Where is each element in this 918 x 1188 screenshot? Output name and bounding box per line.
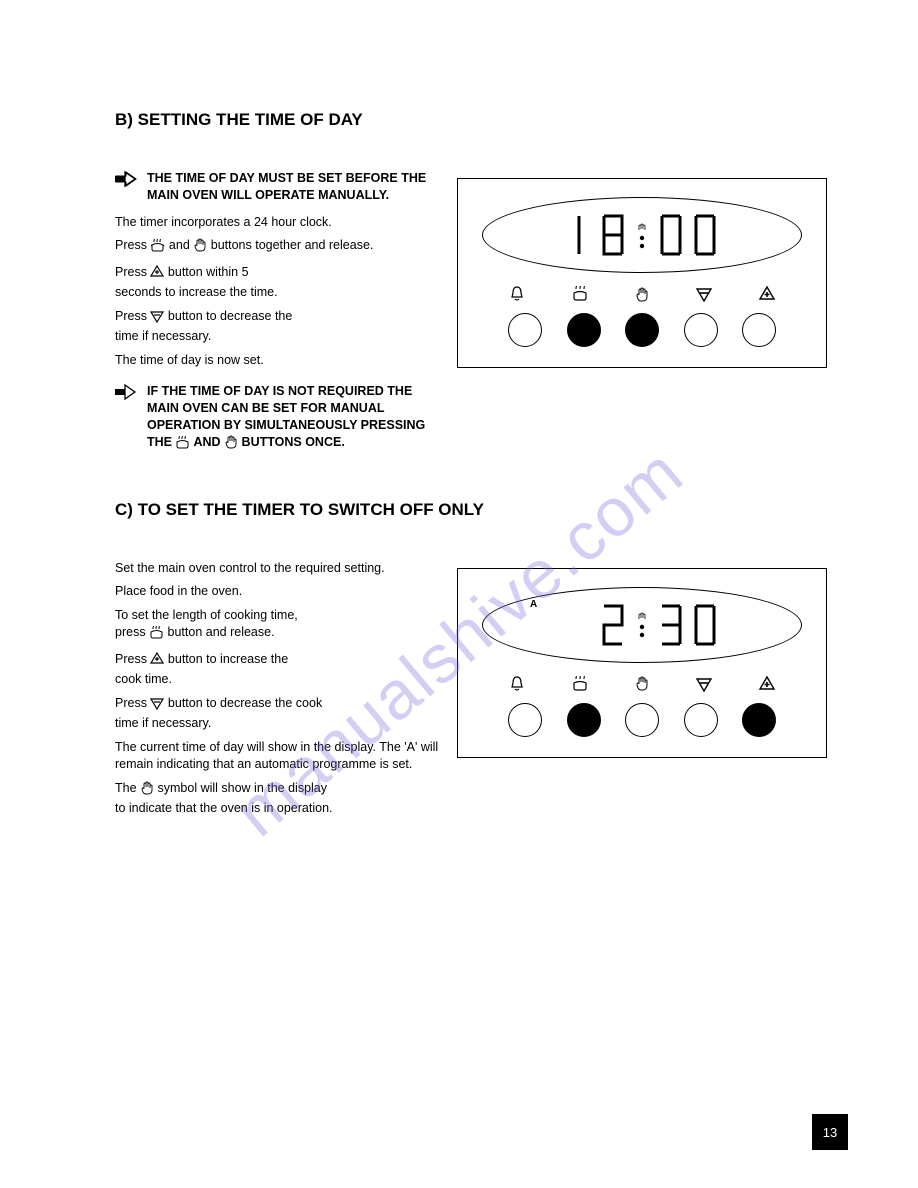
plus-icon (758, 675, 776, 698)
text-press-both-c: buttons together and release. (211, 238, 374, 252)
text-decrease-time: time if necessary. (115, 328, 445, 346)
button-pot[interactable] (567, 313, 601, 347)
button-hand[interactable] (625, 703, 659, 737)
display-oval (482, 197, 802, 273)
button-plus[interactable] (742, 703, 776, 737)
timer-display-c: A (457, 568, 827, 758)
text-decrease2: time if necessary. (115, 715, 445, 733)
button-bell[interactable] (508, 703, 542, 737)
text-press-minus-b: button to decrease the (168, 309, 292, 323)
text-press-minus2-b: button to decrease the cook (168, 696, 322, 710)
digit-3 (655, 602, 687, 648)
bell-icon (508, 675, 526, 698)
minus-icon (150, 309, 164, 329)
text-hand-show-b: symbol will show in the display (158, 781, 328, 795)
plus-icon (150, 652, 164, 672)
timer-display-b (457, 178, 827, 368)
digit-4 (689, 602, 721, 648)
plus-icon (758, 285, 776, 308)
text-press-pot-a: press (115, 625, 149, 639)
minus-icon (695, 285, 713, 308)
text-press-minus-a: Press (115, 309, 150, 323)
text-24h-clock: The timer incorporates a 24 hour clock. (115, 214, 445, 232)
text-set-length: To set the length of cooking time, (115, 607, 445, 625)
text-press-both-a: Press (115, 238, 150, 252)
text-set-oven: Set the main oven control to the require… (115, 560, 445, 578)
text-place-food: Place food in the oven. (115, 583, 445, 601)
hand-icon (193, 238, 207, 258)
text-press-both-b: and (169, 238, 193, 252)
button-bell[interactable] (508, 313, 542, 347)
digit-3 (655, 212, 687, 258)
pot-icon (150, 239, 165, 258)
text-seconds-increase: seconds to increase the time. (115, 284, 445, 302)
digit-2 (597, 212, 629, 258)
note-manual-required: THE TIME OF DAY MUST BE SET BEFORE THE M… (147, 170, 445, 204)
bell-icon (508, 285, 526, 308)
pot-icon (571, 286, 589, 307)
hand-icon (224, 435, 238, 454)
text-press-plus-b: button within 5 (168, 265, 249, 279)
minus-icon (695, 675, 713, 698)
text-time-of-day-show: The current time of day will show in the… (115, 739, 445, 774)
display-oval (482, 587, 802, 663)
button-pot[interactable] (567, 703, 601, 737)
pointer-icon (115, 170, 137, 204)
button-minus[interactable] (684, 703, 718, 737)
note-manual-alt: IF THE TIME OF DAY IS NOT REQUIRED THE M… (147, 383, 445, 454)
text-now-set: The time of day is now set. (115, 352, 445, 370)
hand-icon (634, 675, 650, 697)
text-oven-operation: to indicate that the oven is in operatio… (115, 800, 445, 818)
minus-icon (150, 696, 164, 716)
text-press-minus2-a: Press (115, 696, 150, 710)
digit-2 (597, 602, 629, 648)
section-b-title: B) SETTING THE TIME OF DAY (115, 110, 818, 130)
text-press-plus-a: Press (115, 265, 150, 279)
pot-icon (175, 436, 190, 454)
button-hand[interactable] (625, 313, 659, 347)
button-minus[interactable] (684, 313, 718, 347)
page-number: 13 (812, 1114, 848, 1150)
separator-dots (631, 611, 653, 638)
digit-4 (689, 212, 721, 258)
pot-icon (149, 626, 164, 645)
text-cook-time: cook time. (115, 671, 445, 689)
separator-dots (631, 222, 653, 249)
pointer-icon (115, 383, 137, 454)
text-press-plus2-a: Press (115, 652, 150, 666)
hand-icon (140, 781, 154, 801)
pot-icon (571, 676, 589, 697)
button-plus[interactable] (742, 313, 776, 347)
digit-1 (563, 212, 595, 258)
text-hand-show-a: The (115, 781, 140, 795)
text-press-plus2-b: button to increase the (168, 652, 288, 666)
text-press-pot-b: button and release. (168, 625, 275, 639)
plus-icon (150, 265, 164, 285)
hand-icon (634, 286, 650, 308)
section-c-title: C) TO SET THE TIMER TO SWITCH OFF ONLY (115, 500, 818, 520)
